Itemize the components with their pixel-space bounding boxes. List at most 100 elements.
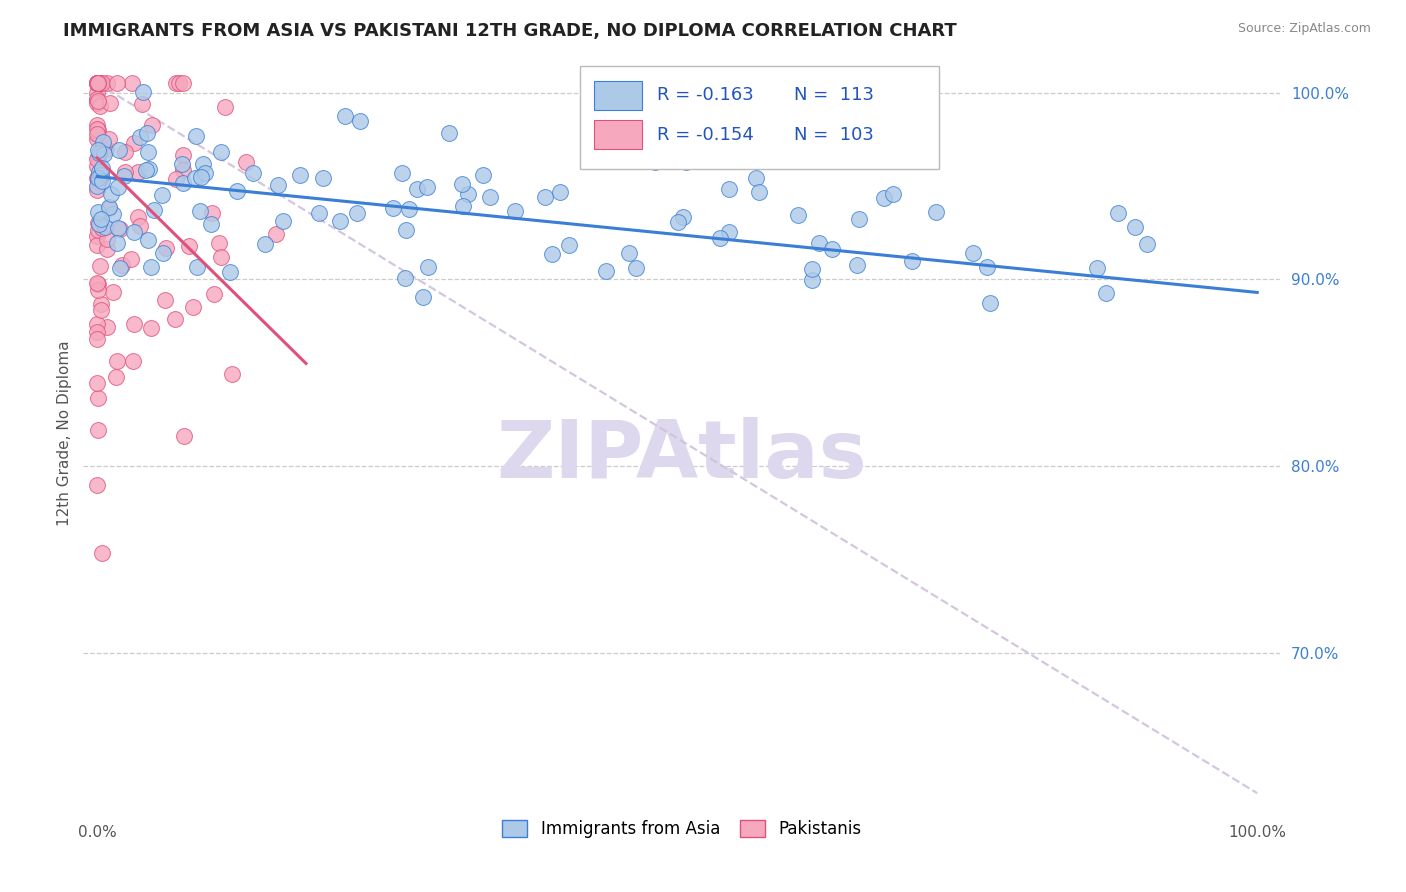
Point — [209, 145, 232, 159]
Point — [124, 225, 146, 239]
Point — [86, 277, 108, 291]
Point — [129, 219, 152, 234]
Point — [787, 208, 810, 222]
Point — [86, 178, 108, 193]
Point — [675, 155, 697, 169]
Point — [87, 146, 110, 161]
Point — [405, 182, 427, 196]
Point — [87, 218, 110, 232]
Point — [98, 132, 121, 146]
Point — [86, 144, 108, 158]
Point — [882, 187, 904, 202]
Point — [333, 109, 356, 123]
Point — [172, 162, 194, 177]
Point — [90, 296, 112, 310]
Point — [86, 127, 108, 141]
Point — [89, 99, 111, 113]
Point — [89, 167, 111, 181]
Point — [89, 172, 111, 186]
Point — [218, 265, 240, 279]
FancyBboxPatch shape — [581, 67, 939, 169]
Point — [131, 96, 153, 111]
Point — [167, 76, 190, 90]
Point — [94, 142, 117, 156]
Point — [93, 147, 115, 161]
Point — [308, 206, 330, 220]
Point — [87, 277, 110, 291]
Point — [349, 113, 371, 128]
Point — [86, 478, 108, 492]
Point — [666, 215, 689, 229]
Text: Source: ZipAtlas.com: Source: ZipAtlas.com — [1237, 22, 1371, 36]
Point — [124, 318, 146, 332]
Point — [87, 94, 110, 108]
Point — [86, 96, 108, 111]
Point — [201, 205, 224, 219]
Y-axis label: 12th Grade, No Diploma: 12th Grade, No Diploma — [58, 341, 72, 526]
Point — [87, 165, 110, 179]
Point — [253, 237, 276, 252]
Point — [87, 423, 110, 437]
Point — [121, 76, 143, 90]
Point — [86, 171, 108, 186]
Text: IMMIGRANTS FROM ASIA VS PAKISTANI 12TH GRADE, NO DIPLOMA CORRELATION CHART: IMMIGRANTS FROM ASIA VS PAKISTANI 12TH G… — [63, 22, 957, 40]
Point — [962, 246, 984, 260]
Point — [138, 161, 160, 176]
Point — [709, 231, 731, 245]
Point — [132, 85, 155, 99]
Point — [186, 260, 208, 274]
Point — [190, 169, 212, 184]
Point — [90, 302, 112, 317]
Point — [86, 170, 108, 185]
Point — [87, 171, 110, 186]
Point — [86, 76, 108, 90]
Point — [107, 143, 129, 157]
Point — [86, 76, 108, 90]
Point — [112, 169, 135, 183]
Point — [183, 300, 205, 314]
Point — [105, 354, 128, 368]
Point — [100, 187, 122, 202]
Point — [86, 132, 108, 146]
Point — [87, 76, 110, 90]
Point — [96, 76, 118, 90]
Point — [86, 121, 108, 136]
Point — [86, 76, 108, 90]
Point — [412, 290, 434, 304]
Point — [235, 155, 257, 169]
Point — [86, 77, 108, 91]
Point — [105, 369, 128, 384]
Point — [86, 87, 108, 101]
Point — [709, 151, 731, 165]
Point — [550, 186, 572, 200]
Point — [89, 76, 111, 90]
Point — [86, 216, 108, 230]
Point — [214, 100, 236, 114]
Point — [141, 321, 163, 335]
Point — [202, 287, 225, 301]
Point — [503, 204, 526, 219]
Point — [87, 283, 110, 297]
Point — [105, 76, 128, 90]
Point — [96, 232, 118, 246]
Point — [619, 246, 641, 260]
Point — [208, 235, 231, 250]
Point — [786, 153, 808, 168]
Point — [186, 128, 208, 143]
Point — [979, 295, 1001, 310]
Point — [821, 243, 844, 257]
Point — [89, 260, 111, 274]
Point — [901, 254, 924, 268]
Point — [976, 260, 998, 274]
Point — [87, 222, 110, 236]
Point — [90, 168, 112, 182]
Point — [451, 178, 474, 192]
Point — [136, 233, 159, 247]
Point — [107, 220, 129, 235]
Point — [86, 392, 108, 406]
Point — [801, 261, 824, 276]
Point — [415, 179, 437, 194]
Point — [87, 127, 110, 141]
Point — [91, 135, 114, 149]
Point — [155, 241, 177, 255]
